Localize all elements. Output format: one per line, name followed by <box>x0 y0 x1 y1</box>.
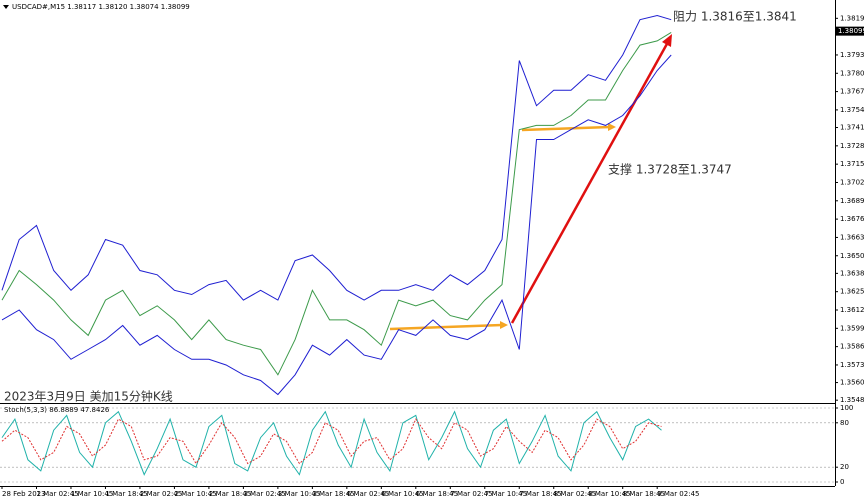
x-tick-label: 1 Mar 02:45 <box>36 490 78 498</box>
support-label: 支撑 1.3728至1.3747 <box>608 162 732 177</box>
support-line <box>389 323 503 331</box>
last-price-box <box>836 26 864 36</box>
y-tick-label: 1.38190 <box>840 14 865 22</box>
x-tick-label: 8 Mar 10:45 <box>588 490 630 498</box>
x-tick-label: 2 Mar 18:45 <box>209 490 251 498</box>
x-tick-label: 3 Mar 02:45 <box>243 490 285 498</box>
menu-arrow <box>3 5 9 9</box>
last-price-label: 1.38099 <box>838 27 865 35</box>
y-tick-label: 1.37415 <box>840 124 865 132</box>
y-tick-label: 1.35605 <box>840 379 865 387</box>
x-tick-label: 8 Mar 18:45 <box>623 490 665 498</box>
resistance-label: 阻力 1.3816至1.3841 <box>673 10 797 24</box>
x-tick-label: 1 Mar 18:45 <box>105 490 147 498</box>
series-line <box>1 31 672 376</box>
series-line <box>1 410 662 476</box>
y-tick-label: 1.35990 <box>840 324 865 332</box>
y-tick-label: 1.37285 <box>840 142 865 150</box>
indicator-title: Stoch(5,3,3) 86.8889 47.8426 <box>4 406 110 414</box>
x-tick-label: 8 Mar 02:45 <box>554 490 596 498</box>
y-tick-label: 1.37025 <box>840 178 865 186</box>
x-tick-label: 3 Mar 18:45 <box>312 490 354 498</box>
y-tick-label: 1.36895 <box>840 197 865 205</box>
y-tick-label: 1.37930 <box>840 51 865 59</box>
y-tick-label: 100 <box>840 404 853 412</box>
y-tick-label: 80 <box>840 419 849 427</box>
y-tick-label: 1.36250 <box>840 288 865 296</box>
y-tick-label: 1.36380 <box>840 269 865 277</box>
series-line <box>1 54 672 396</box>
y-tick-label: 1.36765 <box>840 215 865 223</box>
x-tick-label: 3 Mar 10:45 <box>278 490 320 498</box>
y-tick-label: 0 <box>840 478 844 486</box>
y-tick-label: 1.36635 <box>840 233 865 241</box>
support-arrow <box>500 321 508 329</box>
series-line <box>1 14 672 301</box>
y-tick-label: 1.37670 <box>840 88 865 96</box>
chart-title: USDCAD#,M15 1.38117 1.38120 1.38074 1.38… <box>12 3 190 11</box>
x-tick-label: 2 Mar 10:45 <box>174 490 216 498</box>
x-tick-label: 6 Mar 10:45 <box>381 490 423 498</box>
x-tick-label: 2 Mar 02:45 <box>140 490 182 498</box>
trend-arrow <box>662 34 672 47</box>
y-tick-label: 1.35730 <box>840 361 865 369</box>
y-tick-label: 1.37540 <box>840 106 865 114</box>
trend-line <box>510 41 670 324</box>
x-tick-label: 9 Mar 02:45 <box>657 490 699 498</box>
y-tick-label: 1.36120 <box>840 306 865 314</box>
y-tick-label: 1.37800 <box>840 69 865 77</box>
y-tick-label: 20 <box>840 463 849 471</box>
y-tick-label: 1.37155 <box>840 160 865 168</box>
x-tick-label: 7 Mar 18:45 <box>519 490 561 498</box>
x-tick-label: 6 Mar 18:45 <box>416 490 458 498</box>
y-tick-label: 1.35480 <box>840 396 865 404</box>
x-tick-label: 7 Mar 02:45 <box>450 490 492 498</box>
x-tick-label: 28 Feb 2023 <box>2 490 46 498</box>
x-tick-label: 1 Mar 10:45 <box>71 490 113 498</box>
x-tick-label: 6 Mar 02:45 <box>347 490 389 498</box>
support-arrow <box>608 123 616 131</box>
x-tick-label: 7 Mar 10:45 <box>485 490 527 498</box>
support-line <box>521 125 611 132</box>
y-tick-label: 1.36505 <box>840 252 865 260</box>
chart-caption: 2023年3月9日 美加15分钟K线 <box>4 389 173 404</box>
y-tick-label: 1.35860 <box>840 343 865 351</box>
